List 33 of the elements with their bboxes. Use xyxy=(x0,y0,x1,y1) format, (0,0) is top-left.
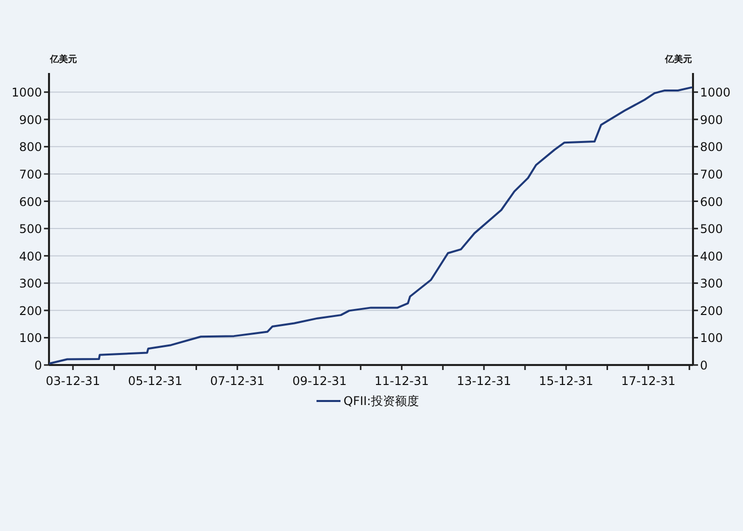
x-tick-label: 13-12-31 xyxy=(456,374,512,388)
x-tick-label: 11-12-31 xyxy=(374,374,429,388)
y2-tick-label: 1000 xyxy=(700,86,731,100)
y-tick-label: 900 xyxy=(19,112,42,127)
x-tick-label: 07-12-31 xyxy=(210,374,265,388)
y-tick-label: 0 xyxy=(34,358,42,372)
y-tick-label: 1000 xyxy=(11,86,42,100)
y2-axis-title: 亿美元 xyxy=(664,54,692,65)
y-axis-title: 亿美元 xyxy=(49,54,77,65)
x-tick-label: 05-12-31 xyxy=(128,374,182,388)
y2-tick-label: 400 xyxy=(700,249,723,264)
y-tick-label: 800 xyxy=(19,140,42,154)
legend-label: QFII:投资额度 xyxy=(344,394,419,408)
x-tick-label: 15-12-31 xyxy=(538,374,594,388)
y2-tick-label: 200 xyxy=(700,304,723,318)
y-tick-label: 200 xyxy=(19,304,42,318)
y2-tick-label: 300 xyxy=(700,276,723,291)
y2-tick-label: 600 xyxy=(700,194,723,209)
y-tick-label: 600 xyxy=(19,194,42,209)
y2-tick-label: 700 xyxy=(700,167,723,182)
y-tick-label: 400 xyxy=(19,249,42,264)
x-tick-label: 03-12-31 xyxy=(46,374,100,388)
y2-tick-label: 900 xyxy=(700,112,723,127)
y2-tick-label: 0 xyxy=(700,358,708,372)
x-tick-label: 17-12-31 xyxy=(621,374,676,388)
x-tick-label: 09-12-31 xyxy=(292,374,347,388)
y-tick-label: 500 xyxy=(19,222,42,236)
y2-tick-label: 800 xyxy=(700,140,723,154)
y-tick-label: 700 xyxy=(19,167,42,182)
y2-tick-label: 500 xyxy=(700,222,723,236)
y2-tick-label: 100 xyxy=(700,331,723,346)
y-tick-label: 100 xyxy=(19,331,42,346)
y-tick-label: 300 xyxy=(19,276,42,291)
